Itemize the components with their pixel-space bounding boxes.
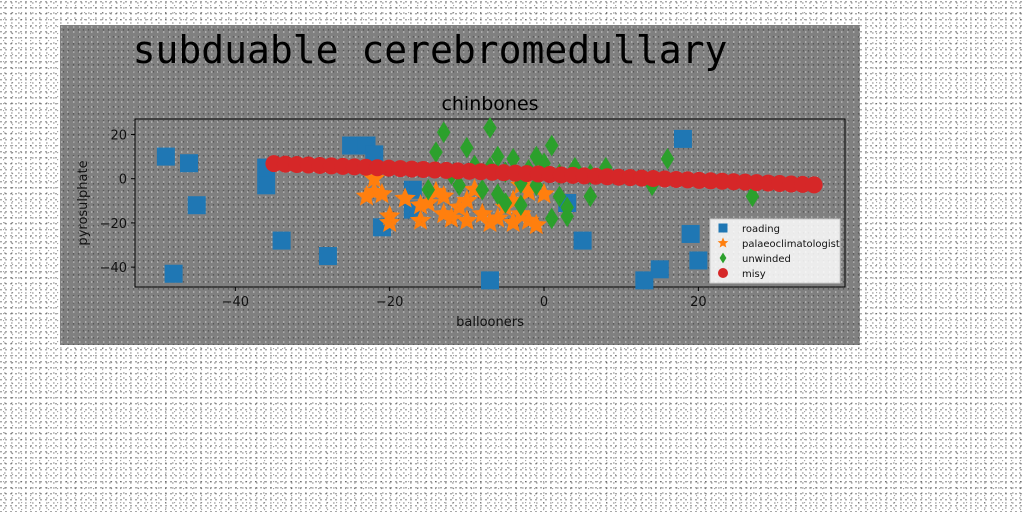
x-tick-label: −40 bbox=[222, 295, 249, 310]
data-point bbox=[483, 117, 497, 139]
data-point bbox=[673, 129, 692, 148]
legend-label: roading bbox=[742, 224, 780, 235]
data-point bbox=[429, 141, 443, 163]
data-point bbox=[355, 185, 378, 206]
data-point bbox=[363, 167, 385, 188]
data-point bbox=[805, 176, 823, 194]
y-axis-label: pyrosulphate bbox=[76, 160, 91, 245]
data-point bbox=[490, 145, 505, 168]
y-tick-label: 0 bbox=[119, 173, 127, 188]
data-point bbox=[272, 231, 291, 250]
legend-entry: roading bbox=[718, 223, 780, 235]
data-point bbox=[681, 224, 700, 243]
y-axis-ticks: 20 0 −20 −40 bbox=[100, 128, 135, 276]
data-point bbox=[365, 145, 384, 164]
data-point bbox=[164, 264, 183, 283]
data-point bbox=[421, 178, 436, 201]
figure-canvas: subduable cerebromedullary chinbones −40… bbox=[60, 25, 860, 345]
scatter-chart: subduable cerebromedullary chinbones −40… bbox=[76, 28, 846, 330]
x-tick-label: −20 bbox=[376, 295, 403, 310]
data-point bbox=[599, 156, 613, 179]
data-point bbox=[456, 189, 478, 210]
data-point bbox=[378, 211, 401, 232]
data-point bbox=[479, 211, 501, 232]
data-point bbox=[525, 213, 547, 235]
legend-label: palaeoclimatologist bbox=[742, 239, 840, 250]
data-point bbox=[180, 154, 199, 173]
data-marks bbox=[156, 117, 823, 290]
legend-label: unwinded bbox=[742, 254, 791, 265]
data-point bbox=[460, 136, 474, 159]
y-tick-label: −20 bbox=[100, 217, 127, 232]
data-point bbox=[456, 209, 478, 230]
legend-label: misy bbox=[742, 269, 766, 280]
figure-suptitle: subduable cerebromedullary bbox=[133, 28, 728, 72]
series-misy bbox=[265, 155, 823, 194]
x-tick-label: 0 bbox=[540, 295, 548, 310]
y-tick-label: −40 bbox=[100, 261, 127, 276]
data-point bbox=[689, 251, 708, 270]
data-point bbox=[498, 192, 513, 214]
data-point bbox=[544, 207, 559, 230]
chart-legend: roading palaeoclimatologist unwinded misy bbox=[709, 218, 841, 284]
data-point bbox=[533, 182, 555, 204]
data-point bbox=[436, 121, 451, 144]
data-point bbox=[537, 152, 551, 175]
data-point bbox=[517, 180, 540, 202]
legend-entry: palaeoclimatologist bbox=[717, 237, 840, 250]
legend-box bbox=[709, 218, 841, 284]
y-tick-label: 20 bbox=[110, 128, 127, 143]
legend-marker bbox=[718, 268, 728, 278]
data-point bbox=[502, 211, 524, 232]
data-point bbox=[560, 196, 574, 219]
plot-area: −40 −20 0 20 20 0 −20 −40 bbox=[100, 117, 846, 310]
data-point bbox=[371, 182, 393, 204]
data-point bbox=[481, 271, 499, 290]
data-point bbox=[635, 271, 654, 290]
x-axis-label: ballooners bbox=[456, 315, 524, 330]
data-point bbox=[514, 172, 528, 194]
data-point bbox=[544, 134, 559, 157]
data-point bbox=[187, 196, 206, 215]
legend-marker bbox=[717, 237, 729, 248]
data-point bbox=[552, 185, 567, 208]
data-point bbox=[487, 207, 509, 228]
data-point bbox=[342, 136, 361, 155]
data-point bbox=[257, 176, 276, 195]
x-tick-label: 20 bbox=[690, 295, 707, 310]
x-axis-ticks: −40 −20 0 20 bbox=[222, 287, 707, 310]
data-point bbox=[318, 247, 337, 266]
data-point bbox=[156, 147, 175, 166]
data-point bbox=[452, 174, 466, 197]
data-point bbox=[417, 191, 439, 213]
legend-entry: misy bbox=[718, 268, 766, 280]
chart-title: chinbones bbox=[441, 93, 538, 115]
data-point bbox=[475, 178, 490, 201]
legend-marker bbox=[718, 223, 728, 233]
data-point bbox=[506, 147, 520, 170]
data-point bbox=[650, 260, 669, 279]
data-point bbox=[573, 231, 592, 250]
data-point bbox=[660, 147, 675, 170]
series-roading bbox=[156, 129, 708, 290]
data-point bbox=[409, 209, 432, 230]
data-point bbox=[394, 187, 416, 208]
data-point bbox=[514, 194, 528, 217]
data-point bbox=[583, 185, 598, 208]
data-point bbox=[448, 196, 470, 217]
data-point bbox=[440, 207, 463, 228]
data-point bbox=[433, 185, 455, 206]
data-point bbox=[403, 180, 422, 199]
data-point bbox=[745, 185, 760, 208]
